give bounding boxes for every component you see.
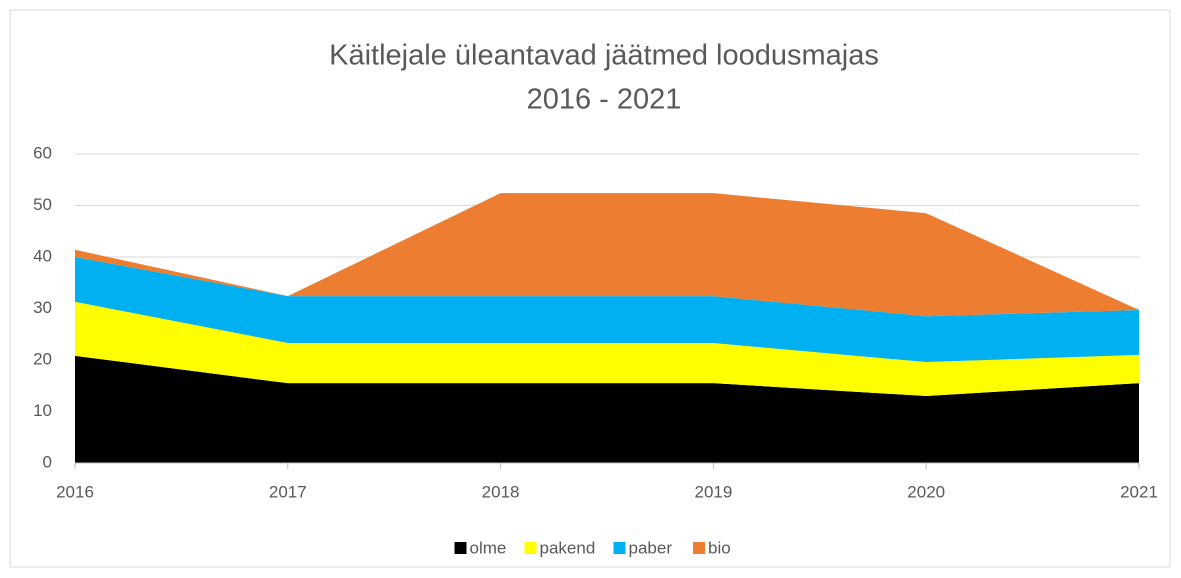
x-tick-label: 2017 (269, 482, 307, 501)
y-tick-label: 0 (43, 452, 52, 471)
y-tick-label: 10 (33, 401, 52, 420)
y-tick-label: 40 (33, 246, 52, 265)
x-tick-label: 2019 (694, 482, 732, 501)
area (75, 193, 1139, 317)
x-tick-label: 2018 (482, 482, 520, 501)
area (75, 355, 1139, 463)
chart-subtitle: 2016 - 2021 (527, 84, 682, 116)
x-tick-label: 2021 (1120, 482, 1158, 501)
legend-label: paber (629, 538, 673, 557)
legend-swatch (454, 542, 467, 554)
legend-swatch (613, 542, 626, 554)
legend-label: olme (470, 538, 507, 557)
chart-title: Käitlejale üleantavad jäätmed loodusmaja… (329, 40, 879, 72)
y-tick-label: 50 (33, 195, 52, 214)
legend-swatch (524, 542, 537, 554)
legend-swatch (693, 542, 705, 554)
y-tick-label: 30 (33, 298, 52, 317)
y-tick-label: 20 (33, 349, 52, 368)
area (75, 301, 1139, 397)
x-tick-label: 2020 (907, 482, 945, 501)
legend-label: pakend (540, 538, 596, 557)
y-tick-label: 60 (33, 143, 52, 162)
legend-label: bio (708, 538, 731, 557)
area (75, 257, 1139, 363)
x-tick-label: 2016 (56, 482, 94, 501)
